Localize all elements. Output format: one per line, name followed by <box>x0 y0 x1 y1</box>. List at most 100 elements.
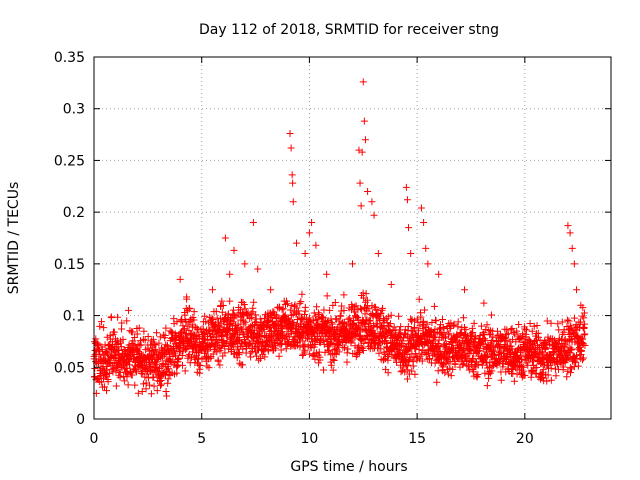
data-point <box>496 341 504 349</box>
data-point <box>377 345 385 353</box>
data-point <box>508 366 516 374</box>
data-point <box>552 372 560 380</box>
data-point <box>92 335 100 343</box>
data-point <box>371 329 379 337</box>
data-point <box>163 341 171 349</box>
data-point <box>115 347 123 355</box>
data-point <box>335 348 343 356</box>
data-point <box>153 329 161 337</box>
data-point <box>146 381 154 389</box>
data-point <box>325 347 333 355</box>
data-point <box>403 196 411 204</box>
data-point <box>99 351 107 359</box>
data-point <box>467 330 475 338</box>
data-point <box>329 355 337 363</box>
data-point <box>526 336 534 344</box>
data-point <box>236 359 244 367</box>
data-point <box>289 198 297 206</box>
data-point <box>432 333 440 341</box>
data-point <box>364 187 372 195</box>
data-point <box>521 325 529 333</box>
data-point <box>565 317 573 325</box>
data-point <box>294 338 302 346</box>
data-point <box>323 318 331 326</box>
x-tick-label: 5 <box>197 431 206 447</box>
data-point <box>195 354 203 362</box>
y-tick-label: 0.15 <box>54 257 85 273</box>
data-point <box>159 331 167 339</box>
data-point <box>410 324 418 332</box>
data-point <box>483 382 491 390</box>
grid <box>94 57 611 419</box>
data-point <box>403 366 411 374</box>
data-point <box>504 330 512 338</box>
data-point <box>236 306 244 314</box>
data-point <box>153 387 161 395</box>
data-point <box>330 357 338 365</box>
data-point <box>433 344 441 352</box>
data-point <box>241 338 249 346</box>
data-point <box>198 355 206 363</box>
data-point <box>288 328 296 336</box>
data-point <box>248 313 256 321</box>
data-point <box>574 362 582 370</box>
data-point <box>308 323 316 331</box>
data-point <box>145 374 153 382</box>
data-point <box>360 117 368 125</box>
data-point <box>287 311 295 319</box>
data-point <box>515 321 523 329</box>
data-point <box>577 334 585 342</box>
data-point <box>570 260 578 268</box>
data-point <box>337 312 345 320</box>
data-point <box>255 356 263 364</box>
y-tick-label: 0.1 <box>63 309 85 325</box>
data-point <box>404 323 412 331</box>
data-point <box>488 337 496 345</box>
data-point <box>534 333 542 341</box>
data-point <box>559 363 567 371</box>
data-point <box>289 179 297 187</box>
data-point <box>346 314 354 322</box>
data-point <box>464 362 472 370</box>
data-point <box>502 337 510 345</box>
data-point <box>422 244 430 252</box>
data-point <box>286 130 294 138</box>
data-point <box>384 313 392 321</box>
data-point <box>298 290 306 298</box>
y-axis: 0 0.05 0.1 0.15 0.2 0.25 0.3 0.35 <box>54 50 611 428</box>
data-point <box>100 324 108 332</box>
data-point <box>466 344 474 352</box>
data-point <box>348 336 356 344</box>
data-point <box>544 371 552 379</box>
data-point <box>316 356 324 364</box>
data-point <box>312 241 320 249</box>
data-point <box>277 346 285 354</box>
data-point <box>114 313 122 321</box>
data-point <box>351 303 359 311</box>
data-point <box>252 311 260 319</box>
data-point <box>212 307 220 315</box>
data-point <box>454 333 462 341</box>
data-point <box>138 388 146 396</box>
data-point <box>408 367 416 375</box>
data-point <box>413 315 421 323</box>
x-axis: 0 5 10 15 20 <box>90 57 534 447</box>
data-point <box>432 317 440 325</box>
data-point <box>344 345 352 353</box>
data-point <box>439 323 447 331</box>
data-point <box>246 349 254 357</box>
data-point <box>221 234 229 242</box>
y-tick-label: 0.05 <box>54 360 85 376</box>
data-point <box>462 326 470 334</box>
data-point <box>118 319 126 327</box>
y-tick-label: 0.35 <box>54 50 85 66</box>
data-point <box>568 345 576 353</box>
x-tick-label: 0 <box>90 431 99 447</box>
data-point <box>150 340 158 348</box>
data-point <box>139 335 147 343</box>
data-point <box>286 306 294 314</box>
data-point <box>279 323 287 331</box>
data-point <box>513 327 521 335</box>
data-point <box>435 270 443 278</box>
